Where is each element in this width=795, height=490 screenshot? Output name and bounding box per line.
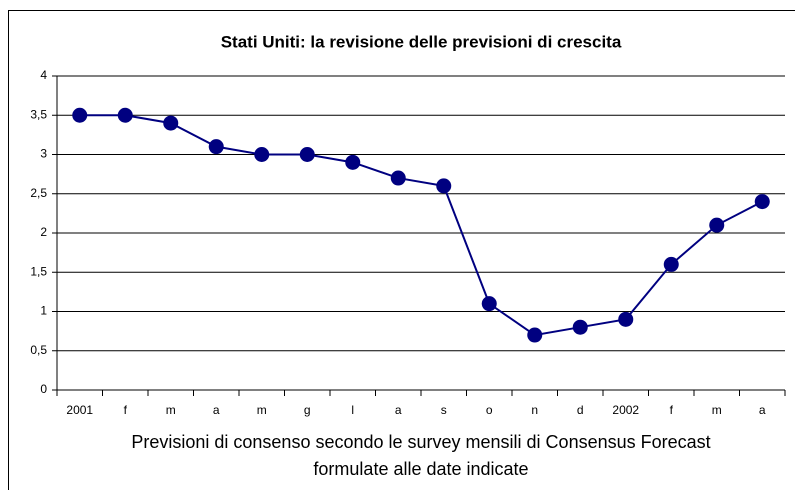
x-axis-label: Previsioni di consenso secondo le survey…: [131, 432, 710, 452]
marker: [254, 147, 270, 162]
y-tick-label: 0,5: [30, 343, 47, 357]
marker: [754, 194, 770, 210]
x-tick-label: m: [166, 403, 176, 417]
x-tick-label: n: [531, 403, 538, 417]
y-tick-label: 0: [40, 382, 47, 396]
x-tick-label: o: [486, 403, 493, 417]
marker: [527, 327, 543, 343]
y-tick-label: 3,5: [30, 107, 47, 121]
marker: [299, 147, 315, 162]
y-tick-label: 1: [40, 304, 47, 318]
marker: [208, 139, 224, 155]
marker: [572, 319, 588, 335]
y-tick-label: 2,5: [30, 186, 47, 200]
y-tick-label: 3: [40, 147, 47, 161]
x-tick-label: f: [670, 403, 674, 417]
x-tick-label: a: [213, 403, 220, 417]
x-tick-label: m: [257, 403, 267, 417]
x-tick-label: 2001: [66, 403, 93, 417]
marker: [117, 107, 133, 123]
marker: [481, 296, 497, 312]
marker: [72, 107, 88, 123]
marker: [345, 154, 361, 170]
x-tick-label: d: [577, 403, 584, 417]
marker: [436, 178, 452, 194]
x-tick-label: a: [395, 403, 402, 417]
marker: [709, 217, 725, 233]
x-tick-label: m: [712, 403, 722, 417]
chart-frame: [8, 10, 795, 490]
y-tick-label: 4: [40, 68, 47, 82]
y-tick-label: 1,5: [30, 264, 47, 278]
chart-title: Stati Uniti: la revisione delle previsio…: [221, 32, 622, 51]
marker: [390, 170, 406, 186]
y-tick-label: 2: [40, 225, 47, 239]
x-tick-label: l: [351, 403, 354, 417]
marker: [663, 256, 679, 272]
x-tick-label: a: [759, 403, 766, 417]
marker: [618, 311, 634, 327]
x-axis-label: formulate alle date indicate: [313, 459, 528, 479]
x-tick-label: g: [304, 403, 311, 417]
x-tick-label: s: [441, 403, 447, 417]
x-tick-label: f: [124, 403, 128, 417]
marker: [163, 115, 179, 131]
x-tick-label: 2002: [612, 403, 639, 417]
line: [79, 114, 763, 337]
